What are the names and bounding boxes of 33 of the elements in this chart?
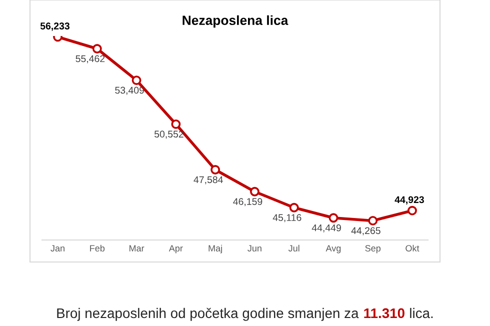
data-label: 50,552 (154, 130, 184, 139)
data-label: 56,233 (40, 22, 70, 31)
data-label: 47,584 (194, 176, 223, 184)
text: 11.310 (364, 308, 404, 318)
point (92, 44, 102, 54)
point (171, 119, 181, 129)
x-tick-label: Feb (90, 244, 105, 252)
point (210, 165, 220, 174)
x-tick-label: Jan (50, 245, 64, 252)
x-tick-label: Jun (248, 245, 262, 252)
x-tick-label: Apr (168, 245, 183, 254)
point (132, 76, 142, 85)
x-tick-label: Jul (288, 244, 300, 252)
x-tick-label: Okt (406, 244, 420, 252)
data-label: 53,409 (115, 86, 144, 95)
chart-title: Nezaposlena lica (182, 15, 288, 28)
data-label: 45,116 (272, 214, 302, 222)
x-tick-label: Maj (208, 244, 222, 254)
point (408, 206, 417, 216)
text: lica. (410, 308, 433, 318)
data-label: 44,923 (394, 196, 424, 205)
data-label: 44,449 (312, 224, 341, 232)
point (328, 213, 338, 223)
x-tick-label: Avg (326, 245, 341, 254)
point (250, 186, 260, 196)
text: Broj nezaposlenih od početka godine smanjen za (57, 308, 359, 321)
x-tick-label: Mar (130, 245, 144, 252)
data-label: 46,159 (233, 198, 262, 206)
x-tick-label: Sep (365, 245, 381, 254)
point (368, 216, 378, 226)
point (289, 202, 299, 212)
data-label: 55,462 (76, 55, 105, 64)
data-label: 44,265 (351, 227, 380, 236)
